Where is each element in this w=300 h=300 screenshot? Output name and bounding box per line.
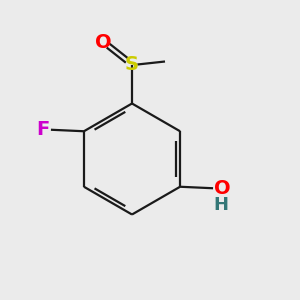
Text: O: O bbox=[95, 32, 112, 52]
Text: F: F bbox=[36, 120, 50, 139]
Text: H: H bbox=[213, 196, 228, 214]
Text: S: S bbox=[125, 55, 139, 74]
Text: O: O bbox=[214, 179, 231, 198]
